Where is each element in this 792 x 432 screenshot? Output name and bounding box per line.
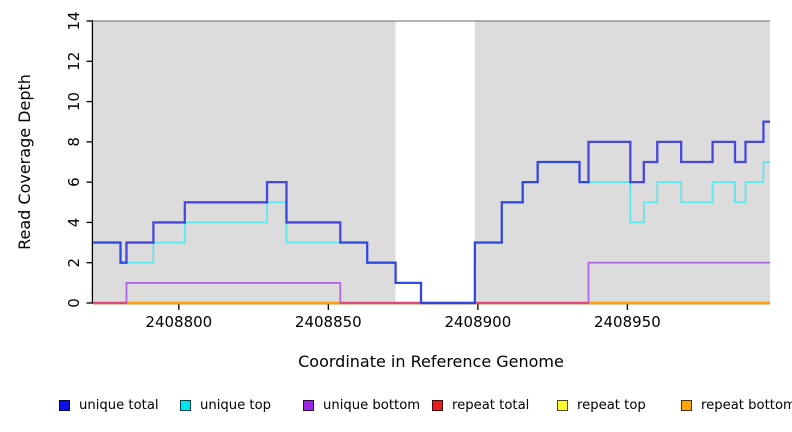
chart-layer: 0 2 4 6 8 10 12 14 2408800 2408850 2408900 2408950 <box>65 11 770 331</box>
y-tick-label: 12 <box>65 52 83 71</box>
y-tick-label: 10 <box>65 92 83 111</box>
series-unique-total <box>93 120 770 305</box>
legend-label: repeat bottom <box>701 397 792 413</box>
x-tick-label: 2408850 <box>295 313 362 331</box>
legend-label: unique bottom <box>323 397 421 413</box>
x-tick-label: 2408900 <box>444 313 511 331</box>
series-unique-bottom <box>93 261 770 304</box>
legend-swatch-repeat-top <box>557 399 568 411</box>
panel-background <box>474 21 770 303</box>
y-tick-label: 14 <box>65 11 83 30</box>
legend-item-unique-total: unique total <box>59 396 159 414</box>
y-tick-label: 2 <box>65 258 83 268</box>
y-tick-label: 4 <box>65 218 83 228</box>
legend-swatch-unique-top <box>180 399 191 411</box>
legend-item-repeat-bottom: repeat bottom <box>681 396 792 414</box>
legend-swatch-repeat-total <box>432 399 443 411</box>
y-axis-title: Read Coverage Depth <box>15 74 34 250</box>
y-tick-label: 8 <box>65 137 83 147</box>
legend-item-repeat-top: repeat top <box>557 396 646 414</box>
legend-item-unique-top: unique top <box>180 396 271 414</box>
legend-item-unique-bottom: unique bottom <box>303 396 420 414</box>
x-tick-label: 2408950 <box>594 313 661 331</box>
legend-label: repeat top <box>577 397 646 413</box>
x-tick-label: 2408800 <box>145 313 212 331</box>
legend-item-repeat-total: repeat total <box>432 396 529 414</box>
legend-swatch-unique-bottom <box>303 399 314 411</box>
legend-label: unique top <box>200 397 272 413</box>
coverage-gap-band <box>395 21 475 303</box>
legend: unique total unique top unique bottom repea… <box>0 396 792 418</box>
x-axis-title: Coordinate in Reference Genome <box>298 352 564 371</box>
legend-label: unique total <box>79 397 159 413</box>
legend-label: repeat total <box>452 397 530 413</box>
y-tick-label: 6 <box>65 177 83 187</box>
panel-background <box>93 21 396 303</box>
legend-swatch-repeat-bottom <box>681 399 692 411</box>
y-tick-label: 0 <box>65 298 83 308</box>
legend-swatch-unique-total <box>59 399 70 411</box>
